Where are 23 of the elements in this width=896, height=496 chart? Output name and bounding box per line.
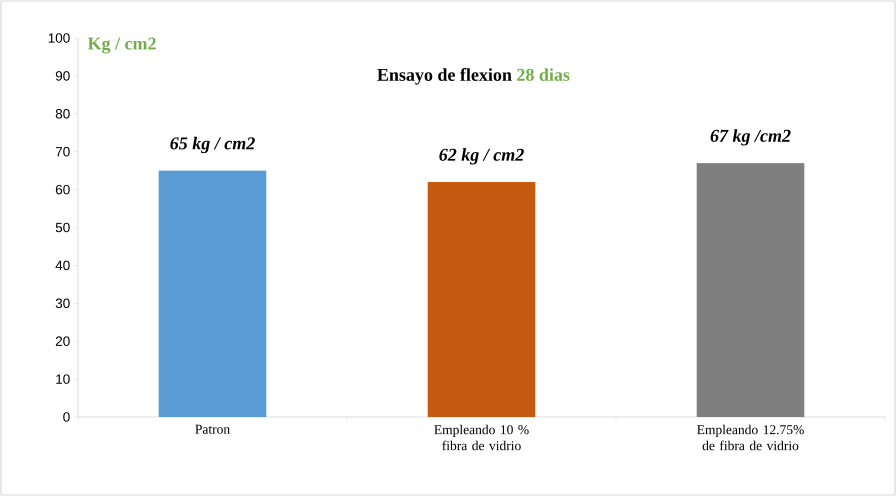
y-tick-label: 40 [56,260,70,270]
data-label: 67 kg /cm2 [710,129,791,146]
data-label: 65 kg / cm2 [170,136,255,154]
x-tick-label: Empleando 12.75% de fibra de vidrio [697,424,804,450]
bar [696,163,804,417]
y-tick-label: 70 [56,146,70,156]
y-tick-label: 50 [56,222,70,232]
y-tick-label: 30 [56,298,70,308]
y-tick-label: 90 [56,71,70,81]
y-tick-label: 0 [63,412,70,422]
x-tick-label: Patron [195,424,230,434]
bar [428,182,536,417]
x-tick-label: Empleando 10 % fibra de vidrio [434,424,529,450]
y-tick-label: 20 [56,336,70,346]
y-tick-label: 80 [56,109,70,119]
y-tick-label: 100 [48,33,70,43]
data-label: 62 kg / cm2 [439,148,524,164]
y-tick-label: 60 [56,184,70,194]
text: Ensayo de flexion [377,68,512,85]
bar [158,170,266,417]
y-axis-title: Kg / cm2 [88,38,156,54]
text: 28 dias [517,68,570,81]
y-tick-label: 10 [56,374,70,384]
